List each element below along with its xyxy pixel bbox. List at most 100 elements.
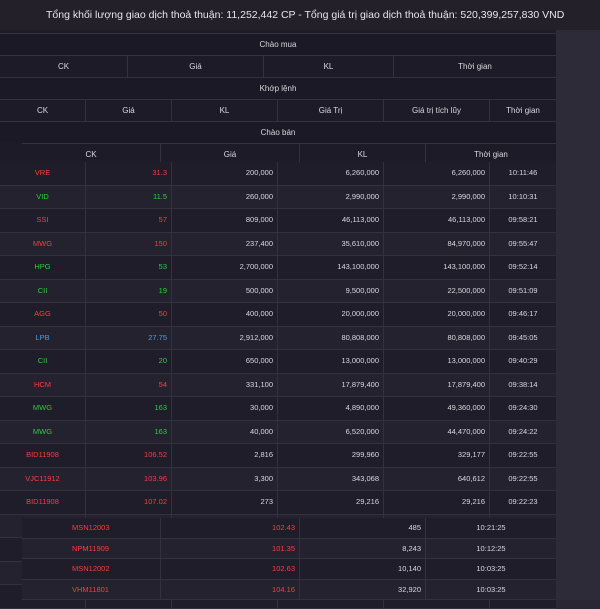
match-cell-price: 31.3 xyxy=(86,162,172,185)
sell-row[interactable]: MSN12003 102.43 485 10:21:25 xyxy=(22,518,556,539)
match-cell-value: 35,610,000 xyxy=(278,232,384,255)
match-cell-price: 53 xyxy=(86,256,172,279)
match-cell-price: 163 xyxy=(86,397,172,420)
sell-table-body: MSN12003 102.43 485 10:21:25 NPM11909 101.35 8… xyxy=(22,518,556,600)
sell-cell-vol: 32,920 xyxy=(300,579,426,599)
sell-col-time[interactable]: Thời gian xyxy=(474,150,508,159)
match-cell-value: 4,890,000 xyxy=(278,397,384,420)
match-row[interactable]: AGG 50 400,000 20,000,000 20,000,000 09:46:17 xyxy=(0,303,556,327)
match-cell-ck: AGG xyxy=(0,303,86,326)
sell-col-ck[interactable]: CK xyxy=(22,144,161,163)
sell-cell-price: 102.43 xyxy=(161,518,300,538)
match-row[interactable]: VRE 31.3 200,000 6,260,000 6,260,000 10:11:46 xyxy=(0,162,556,186)
buy-col-price[interactable]: Giá xyxy=(128,56,264,77)
match-cell-accumulated: 13,000,000 xyxy=(384,350,490,373)
sell-row[interactable]: VHM11801 104.16 32,920 10:03:25 xyxy=(22,579,556,600)
match-cell-accumulated: 640,612 xyxy=(384,467,490,490)
match-row[interactable]: LPB 27.75 2,912,000 80,808,000 80,808,000 09:… xyxy=(0,326,556,350)
match-cell-value: 2,990,000 xyxy=(278,185,384,208)
sell-cell-ck: MSN12003 xyxy=(22,518,161,538)
sell-cell-time: 10:03:25 xyxy=(476,584,506,594)
match-cell-value: 46,113,000 xyxy=(278,209,384,232)
match-cell-vol: 237,400 xyxy=(172,232,278,255)
match-cell-vol: 30,000 xyxy=(172,397,278,420)
match-cell-price: 20 xyxy=(86,350,172,373)
match-cell-vol: 2,912,000 xyxy=(172,326,278,349)
match-cell-vol: 809,000 xyxy=(172,209,278,232)
match-cell-value: 17,879,400 xyxy=(278,373,384,396)
match-cell-accumulated: 6,260,000 xyxy=(384,162,490,185)
match-cell-ck: SSI xyxy=(0,209,86,232)
match-cell-time: 09:38:14 xyxy=(508,379,538,389)
buy-col-vol[interactable]: KL xyxy=(264,56,394,77)
match-cell-price: 150 xyxy=(86,232,172,255)
match-cell-time: 09:58:21 xyxy=(508,215,538,224)
match-cell-ck: MWG xyxy=(0,420,86,443)
sell-cell-vol: 10,140 xyxy=(300,559,426,579)
sell-header: Chào bán xyxy=(0,121,556,143)
match-cell-ck: VRE xyxy=(0,162,86,185)
match-cell-ck: BID11908 xyxy=(0,491,86,514)
right-strip xyxy=(556,30,600,600)
match-cell-value: 9,500,000 xyxy=(278,279,384,302)
match-cell-price: 50 xyxy=(86,303,172,326)
match-cell-value: 343,068 xyxy=(278,467,384,490)
match-cell-time: 09:24:30 xyxy=(508,403,538,412)
match-cell-ck: CII xyxy=(0,350,86,373)
match-row[interactable]: MWG 150 237,400 35,610,000 84,970,000 09:55:4… xyxy=(0,232,556,256)
match-row[interactable]: BID11908 106.52 2,816 299,960 329,177 09:22:5… xyxy=(0,444,556,468)
match-cell-price: 57 xyxy=(86,209,172,232)
sell-cell-price: 104.16 xyxy=(161,579,300,599)
match-row[interactable]: MWG 163 40,000 6,520,000 44,470,000 09:24:22 xyxy=(0,420,556,444)
match-cell-ck: VJC11912 xyxy=(0,467,86,490)
match-cell-value: 299,960 xyxy=(278,444,384,467)
match-cell-price: 107.02 xyxy=(86,491,172,514)
match-row[interactable]: VID 11.5 260,000 2,990,000 2,990,000 10:10:31 xyxy=(0,185,556,209)
match-cell-price: 11.5 xyxy=(86,185,172,208)
match-cell-vol: 40,000 xyxy=(172,420,278,443)
sell-row[interactable]: NPM11909 101.35 8,243 10:12:25 xyxy=(22,538,556,559)
match-cell-accumulated: 20,000,000 xyxy=(384,303,490,326)
match-row[interactable]: SSI 57 809,000 46,113,000 46,113,000 09:58:21 xyxy=(0,209,556,233)
sell-col-price[interactable]: Giá xyxy=(161,144,300,163)
match-cell-value: 143,100,000 xyxy=(278,256,384,279)
match-col-ck[interactable]: CK xyxy=(0,100,86,121)
match-cell-accumulated: 84,970,000 xyxy=(384,232,490,255)
match-col-time[interactable]: Thời gian xyxy=(506,106,540,115)
match-row[interactable]: MWG 163 30,000 4,890,000 49,360,000 09:24:30 xyxy=(0,397,556,421)
match-cell-vol: 3,300 xyxy=(172,467,278,490)
sell-cell-ck: NPM11909 xyxy=(22,538,161,558)
match-cell-vol: 331,100 xyxy=(172,373,278,396)
match-row[interactable]: CII 19 500,000 9,500,000 22,500,000 09:51:09 xyxy=(0,279,556,303)
match-col-vol[interactable]: KL xyxy=(172,100,278,121)
sell-columns: CK Giá KL Thời gian xyxy=(22,143,556,163)
match-row[interactable]: VJC11912 103.96 3,300 343,068 640,612 09:22:5… xyxy=(0,467,556,491)
match-row[interactable]: HPG 53 2,700,000 143,100,000 143,100,000 09:5… xyxy=(0,256,556,280)
match-cell-ck: LPB xyxy=(0,326,86,349)
match-cell-time: 09:22:55 xyxy=(508,473,538,483)
sell-cell-ck: MSN12002 xyxy=(22,559,161,579)
match-cell-ck: HPG xyxy=(0,256,86,279)
sell-cell-vol: 485 xyxy=(300,518,426,538)
match-cell-time: 09:40:29 xyxy=(508,356,538,365)
buy-col-ck[interactable]: CK xyxy=(0,56,128,77)
sell-cell-time: 10:21:25 xyxy=(476,523,506,532)
match-cell-price: 19 xyxy=(86,279,172,302)
summary-text: Tổng khối lượng giao dịch thoả thuận: 11… xyxy=(46,9,565,21)
match-row[interactable]: HCM 54 331,100 17,879,400 17,879,400 09:38:14 xyxy=(0,373,556,397)
match-row[interactable]: CII 20 650,000 13,000,000 13,000,000 09:40:29 xyxy=(0,350,556,374)
match-cell-accumulated: 329,177 xyxy=(384,444,490,467)
match-col-accumulated[interactable]: Giá trị tích lũy xyxy=(384,100,490,121)
match-row[interactable]: BID11908 107.02 273 29,216 29,216 09:22:23 xyxy=(0,491,556,515)
match-col-price[interactable]: Giá xyxy=(86,100,172,121)
buy-col-time[interactable]: Thời gian xyxy=(458,62,492,71)
sell-cell-ck: VHM11801 xyxy=(22,579,161,599)
match-columns: CK Giá KL Giá Trị Giá trị tích lũy Thời … xyxy=(0,99,556,121)
match-cell-accumulated: 29,216 xyxy=(384,491,490,514)
match-cell-accumulated: 17,879,400 xyxy=(384,373,490,396)
sell-col-vol[interactable]: KL xyxy=(300,144,426,163)
match-cell-price: 163 xyxy=(86,420,172,443)
match-col-value[interactable]: Giá Trị xyxy=(278,100,384,121)
sell-row[interactable]: MSN12002 102.63 10,140 10:03:25 xyxy=(22,559,556,580)
match-cell-accumulated: 44,470,000 xyxy=(384,420,490,443)
